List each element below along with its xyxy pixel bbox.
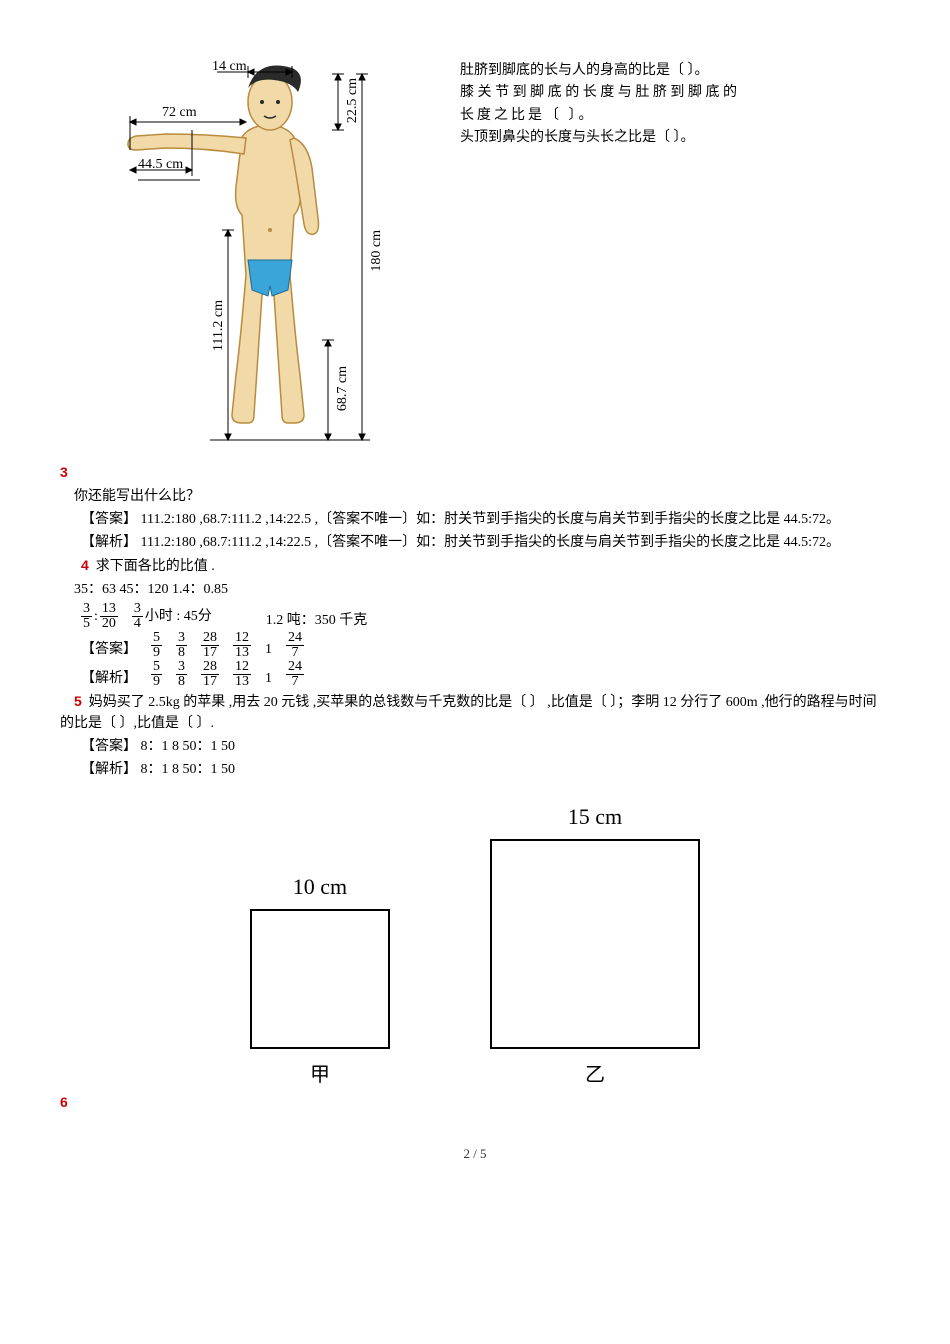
r6: 247 xyxy=(286,631,304,660)
frac-c: 34 xyxy=(132,602,143,631)
q4-num: 4 xyxy=(81,557,89,573)
q5-ans: 【答案】 8：1 8 50：1 50 xyxy=(60,736,890,757)
q3-num: 3 xyxy=(60,464,68,480)
label-arm: 72 cm xyxy=(162,102,197,123)
square-b-bot: 乙 xyxy=(490,1060,700,1090)
square-a: 10 cm 甲 xyxy=(250,870,390,1090)
page-footer: 2 / 5 xyxy=(60,1144,890,1164)
r1: 59 xyxy=(151,631,162,660)
e2: 38 xyxy=(176,660,187,689)
square-b-box xyxy=(490,839,700,1049)
colon: : xyxy=(94,606,98,627)
side-questions: 肚脐到脚底的长与人的身高的比是〔 〕。 膝关节到脚底的长度与肚脐到脚底的长度之比… xyxy=(460,60,740,150)
r5: 1 xyxy=(265,639,272,660)
square-a-box xyxy=(250,909,390,1049)
q4-row2: 35 : 1320 34 小时 : 45分 1.2 吨：350 千克 xyxy=(81,602,890,631)
q3-exp: 【解析】 111.2:180 ,68.7:111.2 ,14:22.5 ,〔答案… xyxy=(60,532,890,553)
e4: 1213 xyxy=(233,660,251,689)
q4-ans: 【答案】 59 38 2817 1213 1 247 xyxy=(81,631,890,660)
q4-ans-label: 【答案】 xyxy=(81,639,137,660)
q5-num: 5 xyxy=(74,693,82,709)
r4: 1213 xyxy=(233,631,251,660)
q5-exp: 【解析】 8：1 8 50：1 50 xyxy=(60,759,890,780)
q4-exp-label: 【解析】 xyxy=(81,668,137,689)
label-forearm: 44.5 cm xyxy=(138,154,183,175)
square-b-top: 15 cm xyxy=(490,800,700,833)
q4-row1: 35：63 45：120 1.4：0.85 xyxy=(74,579,890,600)
side-l3: 头顶到鼻尖的长度与头长之比是〔 〕。 xyxy=(460,127,740,149)
label-navel: 111.2 cm xyxy=(208,300,229,351)
label-total-h: 180 cm xyxy=(366,230,387,272)
q5-text: 妈妈买了 2.5kg 的苹果 ,用去 20 元钱 ,买苹果的总钱数与千克数的比是… xyxy=(60,695,877,731)
side-l2: 膝关节到脚底的长度与肚脐到脚底的长度之比是〔 〕。 xyxy=(460,82,740,127)
squares: 10 cm 甲 15 cm 乙 xyxy=(60,800,890,1090)
frac-a: 35 xyxy=(81,602,92,631)
body-diagram: 14 cm 22.5 cm 72 cm 44.5 cm 180 cm 111.2… xyxy=(120,30,400,460)
side-l1: 肚脐到脚底的长与人的身高的比是〔 〕。 xyxy=(460,60,740,82)
e5: 1 xyxy=(265,668,272,689)
label-head-w: 14 cm xyxy=(212,56,247,77)
e3: 2817 xyxy=(201,660,219,689)
r3: 2817 xyxy=(201,631,219,660)
frac-b: 1320 xyxy=(100,602,118,631)
q3-ans: 【答案】 111.2:180 ,68.7:111.2 ,14:22.5 ,〔答案… xyxy=(60,509,890,530)
square-b: 15 cm 乙 xyxy=(490,800,700,1090)
label-head-h: 22.5 cm xyxy=(342,78,363,123)
figure-row: 14 cm 22.5 cm 72 cm 44.5 cm 180 cm 111.2… xyxy=(60,30,890,460)
label-knee: 68.7 cm xyxy=(332,366,353,411)
q3-line1: 你还能写出什么比？ xyxy=(60,486,890,507)
e6: 247 xyxy=(286,660,304,689)
q4-row2-tail: 1.2 吨：350 千克 xyxy=(266,610,368,631)
square-a-top: 10 cm xyxy=(250,870,390,903)
square-a-bot: 甲 xyxy=(250,1060,390,1090)
q4-exp: 【解析】 59 38 2817 1213 1 247 xyxy=(81,660,890,689)
r2: 38 xyxy=(176,631,187,660)
e1: 59 xyxy=(151,660,162,689)
q4-title: 求下面各比的比值 . xyxy=(96,559,215,574)
q6-num: 6 xyxy=(60,1094,68,1110)
q4-row2-mid: 小时 : 45分 xyxy=(145,606,212,627)
